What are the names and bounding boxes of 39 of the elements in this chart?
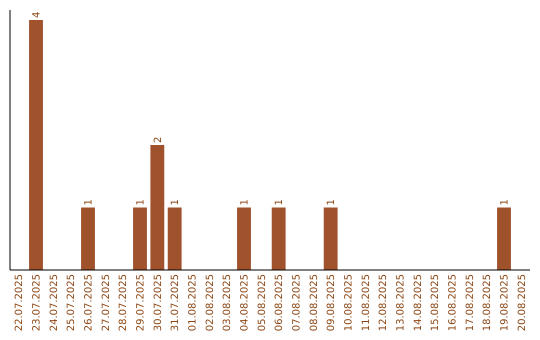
x-tick-label: 07.08.2025 <box>292 274 302 332</box>
x-tick-label: 27.07.2025 <box>100 274 112 332</box>
x-tick-label: 17.08.2025 <box>464 274 476 332</box>
x-tick-label: 24.07.2025 <box>48 274 60 332</box>
x-tick-label: 03.08.2025 <box>222 274 234 332</box>
x-tick-label: 23.07.2025 <box>32 274 42 332</box>
x-tick-label: 18.08.2025 <box>482 274 494 332</box>
data-label: 1 <box>84 199 94 206</box>
x-tick-label: 22.07.2025 <box>14 274 26 332</box>
x-tick-label: 30.07.2025 <box>152 274 164 332</box>
x-tick-label: 20.08.2025 <box>516 274 528 332</box>
x-tick-label: 25.07.2025 <box>66 274 78 332</box>
data-label: 1 <box>274 199 286 206</box>
x-tick-label: 11.08.2025 <box>360 274 372 332</box>
x-tick-label: 09.08.2025 <box>326 274 338 332</box>
data-label: 1 <box>136 199 146 206</box>
x-tick-label: 14.08.2025 <box>412 274 424 332</box>
x-tick-label: 02.08.2025 <box>204 274 216 332</box>
x-tick-label: 04.08.2025 <box>240 274 250 332</box>
x-tick-label: 05.08.2025 <box>256 274 268 332</box>
x-tick-label: 26.07.2025 <box>84 274 94 332</box>
x-tick-label: 15.08.2025 <box>430 274 442 332</box>
data-label: 1 <box>326 199 338 206</box>
x-tick-label: 06.08.2025 <box>274 274 286 332</box>
x-tick-label: 28.07.2025 <box>118 274 130 332</box>
x-tick-label: 10.08.2025 <box>344 274 354 332</box>
data-label: 1 <box>170 199 182 206</box>
data-label: 1 <box>240 199 250 206</box>
data-label: 1 <box>500 199 510 206</box>
data-label: 4 <box>32 12 42 18</box>
x-tick-label: 31.07.2025 <box>170 274 182 332</box>
x-tick-label: 29.07.2025 <box>136 274 146 332</box>
x-tick-label: 12.08.2025 <box>378 274 390 332</box>
data-label: 2 <box>152 136 164 143</box>
x-tick-label: 19.08.2025 <box>500 274 510 332</box>
x-tick-label: 08.08.2025 <box>308 274 320 332</box>
x-tick-label: 01.08.2025 <box>188 274 198 332</box>
x-tick-label: 13.08.2025 <box>396 274 406 332</box>
x-tick-label: 16.08.2025 <box>448 274 458 332</box>
